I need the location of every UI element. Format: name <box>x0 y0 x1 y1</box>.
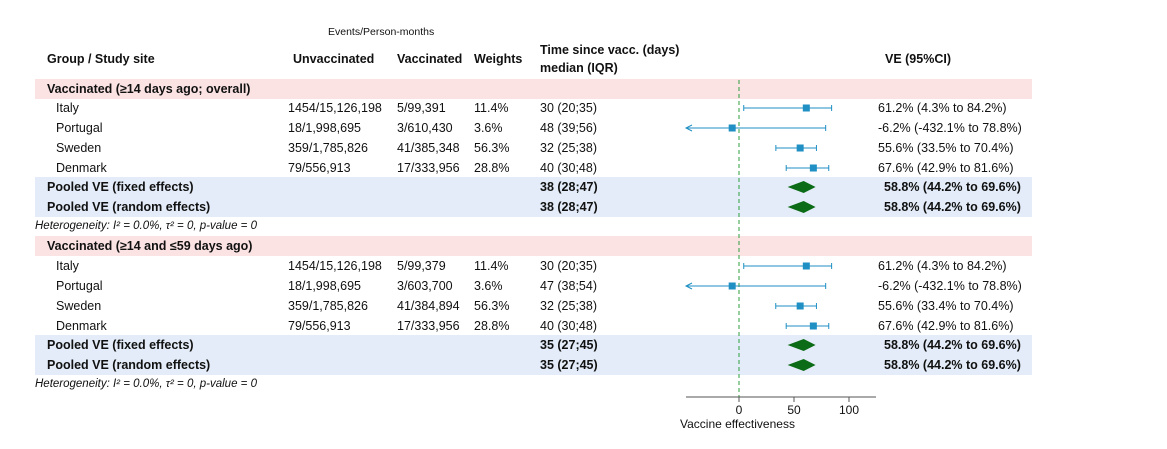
section-title: Vaccinated (≥14 days ago; overall) <box>47 82 251 96</box>
weight-value: 56.3% <box>474 299 510 313</box>
unvaccinated-value: 1454/15,126,198 <box>288 259 382 273</box>
x-tick-label: 100 <box>838 403 860 417</box>
weight-value: 28.8% <box>474 319 510 333</box>
x-tick-label: 0 <box>735 403 743 417</box>
events-caption: Events/Person-months <box>328 26 435 38</box>
pooled-diamond <box>787 181 816 193</box>
pooled-band <box>35 197 1032 217</box>
time-value: 40 (30;48) <box>540 161 597 175</box>
heterogeneity-text: Heterogeneity: I² = 0.0%, τ² = 0, p-valu… <box>35 378 257 390</box>
study-point-marker <box>728 124 736 132</box>
study-site-label: Portugal <box>56 121 103 135</box>
vaccinated-value: 5/99,391 <box>397 101 446 115</box>
ci-arrow <box>684 282 693 290</box>
pooled-band <box>35 335 1032 355</box>
unvaccinated-value: 18/1,998,695 <box>288 279 361 293</box>
time-value: 30 (20;35) <box>540 101 597 115</box>
pooled-diamond <box>787 201 816 213</box>
vaccinated-value: 41/385,348 <box>397 141 460 155</box>
ve-ci-text: -6.2% (-432.1% to 78.8%) <box>878 279 1022 293</box>
ve-ci-text: 61.2% (4.3% to 84.2%) <box>878 259 1007 273</box>
section-band <box>35 236 1032 256</box>
pooled-ve-ci-text: 58.8% (44.2% to 69.6%) <box>884 358 1021 372</box>
study-point-marker <box>809 164 817 172</box>
weight-value: 28.8% <box>474 161 510 175</box>
unvaccinated-value: 79/556,913 <box>288 319 351 333</box>
ve-ci-text: 55.6% (33.4% to 70.4%) <box>878 299 1014 313</box>
pooled-diamond <box>787 359 816 371</box>
time-value: 48 (39;56) <box>540 121 597 135</box>
weight-value: 56.3% <box>474 141 510 155</box>
section-band <box>35 79 1032 99</box>
time-value: 32 (25;38) <box>540 141 597 155</box>
ve-ci-text: 61.2% (4.3% to 84.2%) <box>878 101 1007 115</box>
study-point-marker <box>796 302 804 310</box>
header-ve: VE (95%CI) <box>885 52 951 66</box>
weight-value: 11.4% <box>474 101 509 115</box>
study-point-marker <box>796 144 804 152</box>
vaccinated-value: 17/333,956 <box>397 319 460 333</box>
study-point-marker <box>802 104 810 112</box>
pooled-ve-ci-text: 58.8% (44.2% to 69.6%) <box>884 338 1021 352</box>
time-value: 40 (30;48) <box>540 319 597 333</box>
header-weights: Weights <box>474 52 523 66</box>
header-time-line2: median (IQR) <box>540 61 618 75</box>
pooled-label: Pooled VE (random effects) <box>47 200 211 214</box>
header-group: Group / Study site <box>47 52 155 66</box>
unvaccinated-value: 359/1,785,826 <box>288 299 368 313</box>
unvaccinated-value: 79/556,913 <box>288 161 351 175</box>
study-site-label: Italy <box>56 101 79 115</box>
time-value: 30 (20;35) <box>540 259 597 273</box>
pooled-ve-ci-text: 58.8% (44.2% to 69.6%) <box>884 200 1021 214</box>
pooled-time-value: 38 (28;47) <box>540 200 598 214</box>
study-site-label: Italy <box>56 259 79 273</box>
unvaccinated-value: 1454/15,126,198 <box>288 101 382 115</box>
pooled-label: Pooled VE (random effects) <box>47 358 211 372</box>
weight-value: 3.6% <box>474 121 503 135</box>
vaccinated-value: 41/384,894 <box>397 299 460 313</box>
ve-ci-text: 67.6% (42.9% to 81.6%) <box>878 161 1014 175</box>
header-vaccinated: Vaccinated <box>397 52 463 66</box>
unvaccinated-value: 18/1,998,695 <box>288 121 361 135</box>
pooled-band <box>35 177 1032 197</box>
pooled-label: Pooled VE (fixed effects) <box>47 338 194 352</box>
unvaccinated-value: 359/1,785,826 <box>288 141 368 155</box>
pooled-time-value: 35 (27;45) <box>540 338 598 352</box>
ve-ci-text: -6.2% (-432.1% to 78.8%) <box>878 121 1022 135</box>
ve-ci-text: 55.6% (33.5% to 70.4%) <box>878 141 1014 155</box>
study-point-marker <box>728 282 736 290</box>
pooled-label: Pooled VE (fixed effects) <box>47 180 194 194</box>
ci-arrow <box>684 124 693 132</box>
weight-value: 11.4% <box>474 259 509 273</box>
study-site-label: Sweden <box>56 141 102 155</box>
study-point-marker <box>802 262 810 270</box>
pooled-time-value: 35 (27;45) <box>540 358 598 372</box>
header-time-line1: Time since vacc. (days) <box>540 43 680 57</box>
study-point-marker <box>809 322 817 330</box>
pooled-time-value: 38 (28;47) <box>540 180 598 194</box>
ve-ci-text: 67.6% (42.9% to 81.6%) <box>878 319 1014 333</box>
vaccinated-value: 5/99,379 <box>397 259 446 273</box>
vaccinated-value: 3/603,700 <box>397 279 453 293</box>
vaccinated-value: 17/333,956 <box>397 161 460 175</box>
header-unvaccinated: Unvaccinated <box>293 52 375 66</box>
heterogeneity-text: Heterogeneity: I² = 0.0%, τ² = 0, p-valu… <box>35 220 257 232</box>
pooled-diamond <box>787 339 816 351</box>
pooled-ve-ci-text: 58.8% (44.2% to 69.6%) <box>884 180 1021 194</box>
study-site-label: Denmark <box>56 319 107 333</box>
section-title: Vaccinated (≥14 and ≤59 days ago) <box>47 239 253 253</box>
study-site-label: Denmark <box>56 161 107 175</box>
weight-value: 3.6% <box>474 279 503 293</box>
vaccinated-value: 3/610,430 <box>397 121 453 135</box>
study-site-label: Portugal <box>56 279 103 293</box>
x-tick-label: 50 <box>787 403 801 417</box>
pooled-band <box>35 355 1032 375</box>
study-site-label: Sweden <box>56 299 102 313</box>
time-value: 47 (38;54) <box>540 279 597 293</box>
x-axis-label: Vaccine effectiveness <box>680 417 795 431</box>
time-value: 32 (25;38) <box>540 299 597 313</box>
